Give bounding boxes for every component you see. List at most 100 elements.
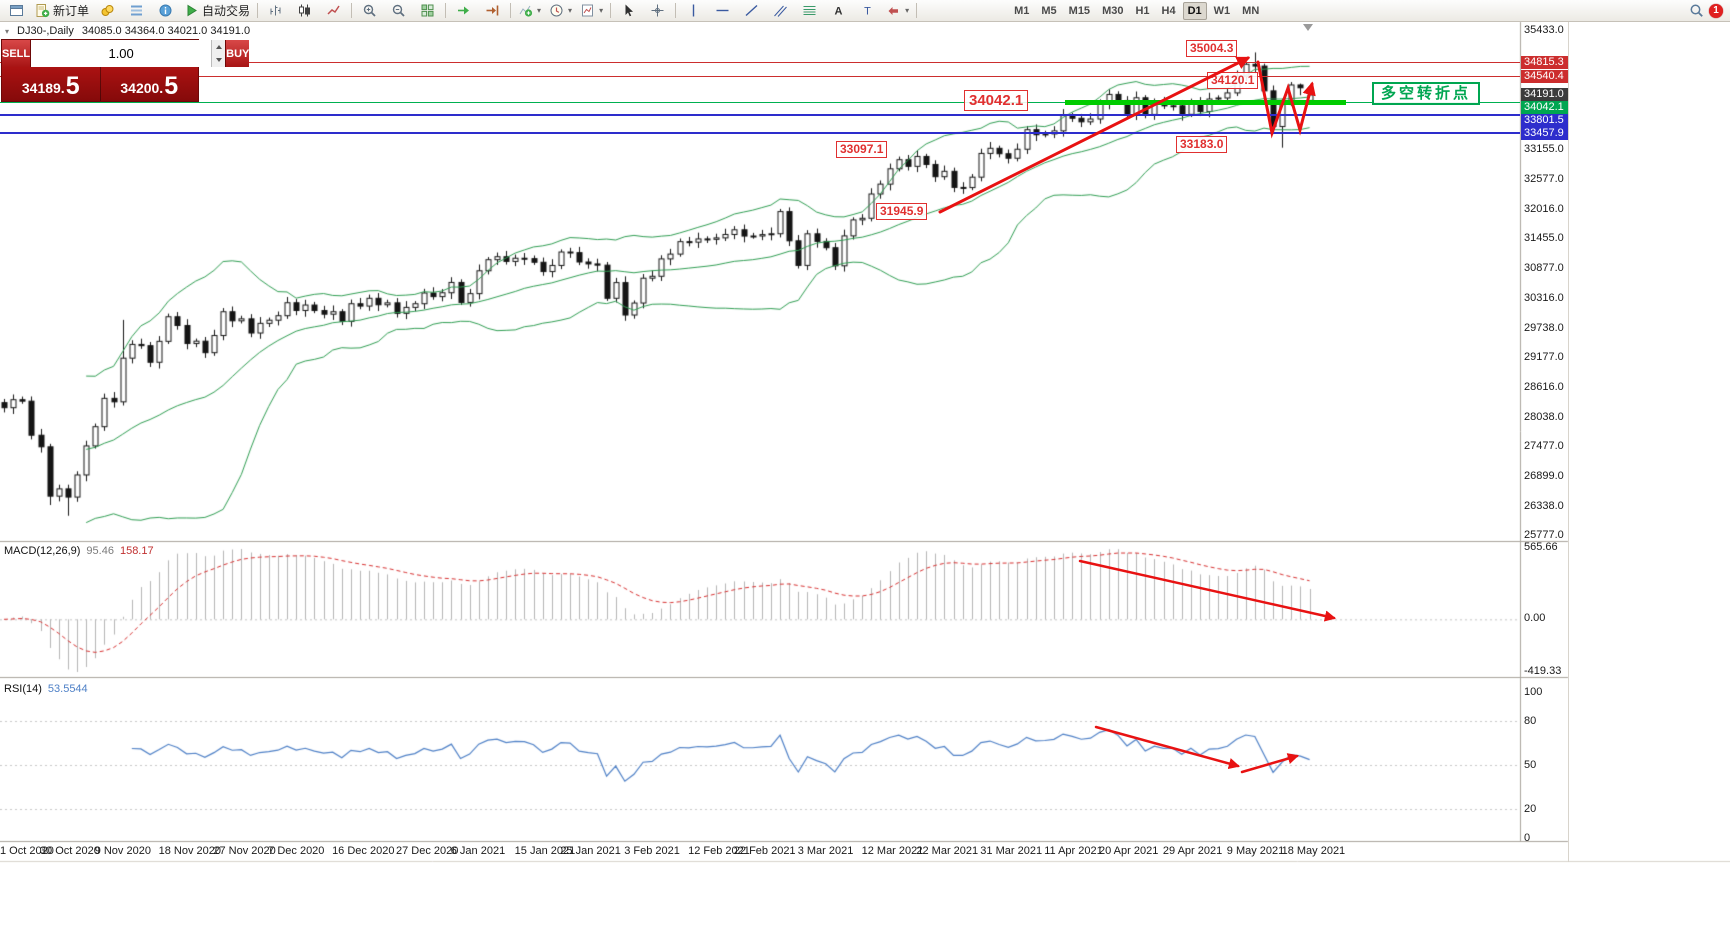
timeframe-mn[interactable]: MN [1242, 4, 1260, 17]
timeframe-d1[interactable]: D1 [1182, 1, 1207, 20]
volume-box [30, 40, 227, 67]
price-annotation-33097.1[interactable]: 33097.1 [836, 141, 888, 158]
timeframe-m5[interactable]: M5 [1041, 4, 1057, 17]
rsi-scale-label: 50 [1524, 759, 1537, 771]
auto-trading-label: 自动交易 [202, 4, 251, 18]
channel-tool-button[interactable] [766, 0, 795, 21]
bull-bear-pivot-segment[interactable] [1065, 100, 1346, 106]
new-order-button[interactable]: 新订单 [31, 0, 93, 21]
price-annotation-31945.9[interactable]: 31945.9 [876, 203, 928, 220]
timeframe-m1[interactable]: M1 [1014, 4, 1030, 17]
chart-shift-button[interactable] [478, 0, 507, 21]
template-icon [580, 3, 595, 18]
sell-price[interactable]: 34189. 5 [2, 67, 101, 101]
search-icon[interactable] [1689, 3, 1704, 18]
sell-button[interactable]: SELL [2, 40, 31, 67]
price-annotation-34042.1[interactable]: 34042.1 [964, 90, 1029, 111]
market-watch-button[interactable] [122, 0, 151, 21]
cursor-tool-button[interactable] [614, 0, 643, 21]
clock-icon [549, 3, 564, 18]
price-annotation-35004.3[interactable]: 35004.3 [1186, 40, 1238, 57]
zoom-out-button[interactable] [384, 0, 413, 21]
line-chart-mode-button[interactable] [319, 0, 348, 21]
crosshair-icon [650, 3, 665, 18]
toolbar-separator [610, 3, 612, 18]
timeframe-w1[interactable]: W1 [1213, 4, 1231, 17]
tline-icon [744, 3, 759, 18]
crosshair-tool-button[interactable] [643, 0, 672, 21]
date-label: 9 May 2021 [1226, 845, 1285, 857]
pivot-note-label[interactable]: 多空转折点 [1372, 82, 1481, 105]
zoom-in-button[interactable] [355, 0, 384, 21]
price-axis-label: 30316.0 [1524, 291, 1564, 304]
date-label: 3 Feb 2021 [624, 845, 680, 857]
fibo-icon [802, 3, 817, 18]
price-axis-label: 30877.0 [1524, 262, 1564, 275]
rsi-scale-label: 20 [1524, 802, 1537, 815]
arrows-tool-button[interactable]: ▾ [882, 0, 913, 21]
channel-icon [773, 3, 788, 18]
horizontal-line-33801.5[interactable] [0, 114, 1520, 117]
vertical-line-tool-button[interactable] [679, 0, 708, 21]
fibonacci-tool-button[interactable] [795, 0, 824, 21]
date-label: 27 Dec 2020 [395, 845, 459, 857]
bar-chart-mode-button[interactable] [261, 0, 290, 21]
price-axis-label: 25777.0 [1524, 529, 1564, 541]
rsi-scale-label: 80 [1524, 715, 1537, 728]
buy-button[interactable]: BUY [226, 40, 250, 67]
date-label: 9 Nov 2020 [94, 845, 151, 857]
trendline-tool-button[interactable] [737, 0, 766, 21]
indicators-list-button[interactable]: ▾ [514, 0, 545, 21]
label-tool-button[interactable]: T [853, 0, 882, 21]
line-icon [326, 3, 341, 18]
svg-text:A: A [835, 6, 843, 18]
metaeditor-button[interactable] [93, 0, 122, 21]
volume-decrease-button[interactable] [212, 53, 226, 67]
rsi-scale-label: 100 [1524, 686, 1543, 698]
price-axis-label: 28616.0 [1524, 380, 1564, 393]
about-button[interactable] [151, 0, 180, 21]
volume-input[interactable] [31, 40, 212, 67]
timeframe-h4[interactable]: H4 [1161, 4, 1176, 17]
timeframe-h1[interactable]: H1 [1135, 4, 1150, 17]
periods-button[interactable]: ▾ [545, 0, 576, 21]
horizontal-line-33457.9[interactable] [0, 132, 1520, 135]
price-axis-label: 33155.0 [1524, 143, 1564, 156]
date-label: 16 Dec 2020 [332, 845, 395, 857]
horizontal-line-34815.3[interactable] [0, 61, 1520, 63]
oneclick-collapse-icon[interactable]: ▾ [5, 26, 10, 36]
horizontal-line-34042.1[interactable] [0, 102, 1520, 104]
auto-trading-button[interactable]: 自动交易 [180, 0, 254, 21]
horizontal-line-tool-button[interactable] [708, 0, 737, 21]
horizontal-line-34540.4[interactable] [0, 76, 1520, 78]
auto-scroll-button[interactable] [449, 0, 478, 21]
toolbar-separator [510, 3, 512, 18]
buy-price[interactable]: 34200. 5 [101, 67, 199, 101]
notification-badge[interactable]: 1 [1709, 3, 1723, 18]
macd-scale-label: -419.33 [1524, 664, 1562, 677]
price-axis-label: 35433.0 [1524, 24, 1564, 36]
price-badge-34191.0: 34191.0 [1521, 88, 1568, 102]
buy-price-pip: 5 [164, 72, 179, 100]
price-annotation-34120.1[interactable]: 34120.1 [1207, 72, 1259, 89]
templates-button[interactable]: ▾ [576, 0, 607, 21]
coins-icon [100, 3, 115, 18]
toolbar-separator [675, 3, 677, 18]
candlestick-mode-button[interactable] [290, 0, 319, 21]
svg-text:T: T [864, 6, 871, 18]
labelT-icon: T [860, 3, 875, 18]
volume-increase-button[interactable] [212, 40, 226, 54]
symbol-period-label: DJ30-,Daily [17, 25, 74, 37]
date-label: 29 Apr 2021 [1162, 845, 1223, 857]
timeframe-m30[interactable]: M30 [1102, 4, 1124, 17]
charts-window-button[interactable] [2, 0, 31, 21]
text-tool-button[interactable]: A [824, 0, 853, 21]
timeframe-m15[interactable]: M15 [1068, 4, 1091, 17]
price-annotation-33183.0[interactable]: 33183.0 [1176, 136, 1228, 153]
tile-windows-button[interactable] [413, 0, 442, 21]
chevron-down-icon: ▾ [568, 6, 573, 15]
price-badge-34042.1: 34042.1 [1521, 101, 1568, 115]
macd-scale-label: 565.66 [1524, 541, 1558, 553]
